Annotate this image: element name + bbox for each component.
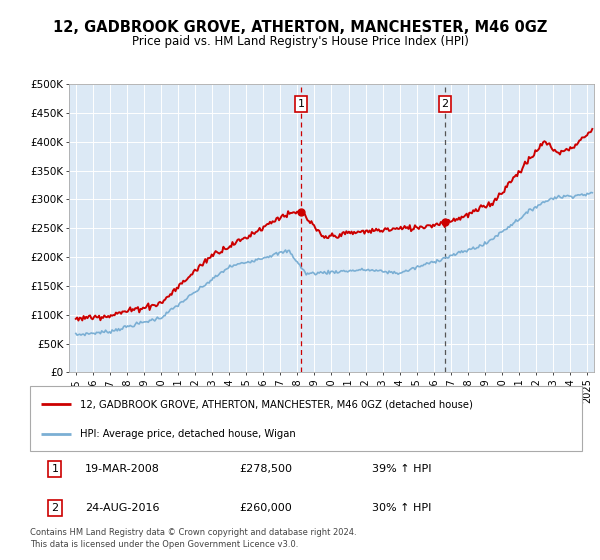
Text: HPI: Average price, detached house, Wigan: HPI: Average price, detached house, Wiga… <box>80 429 295 439</box>
Text: Price paid vs. HM Land Registry's House Price Index (HPI): Price paid vs. HM Land Registry's House … <box>131 35 469 48</box>
Text: This data is licensed under the Open Government Licence v3.0.: This data is licensed under the Open Gov… <box>30 540 298 549</box>
Text: 1: 1 <box>52 464 58 474</box>
Text: 2: 2 <box>51 503 58 513</box>
Text: 19-MAR-2008: 19-MAR-2008 <box>85 464 160 474</box>
Text: 30% ↑ HPI: 30% ↑ HPI <box>372 503 431 513</box>
Text: 39% ↑ HPI: 39% ↑ HPI <box>372 464 432 474</box>
Text: £260,000: £260,000 <box>240 503 293 513</box>
Text: £278,500: £278,500 <box>240 464 293 474</box>
Text: 12, GADBROOK GROVE, ATHERTON, MANCHESTER, M46 0GZ: 12, GADBROOK GROVE, ATHERTON, MANCHESTER… <box>53 20 547 35</box>
Text: Contains HM Land Registry data © Crown copyright and database right 2024.: Contains HM Land Registry data © Crown c… <box>30 528 356 536</box>
Text: 1: 1 <box>298 99 305 109</box>
Text: 12, GADBROOK GROVE, ATHERTON, MANCHESTER, M46 0GZ (detached house): 12, GADBROOK GROVE, ATHERTON, MANCHESTER… <box>80 399 473 409</box>
Text: 2: 2 <box>441 99 448 109</box>
Text: 24-AUG-2016: 24-AUG-2016 <box>85 503 160 513</box>
